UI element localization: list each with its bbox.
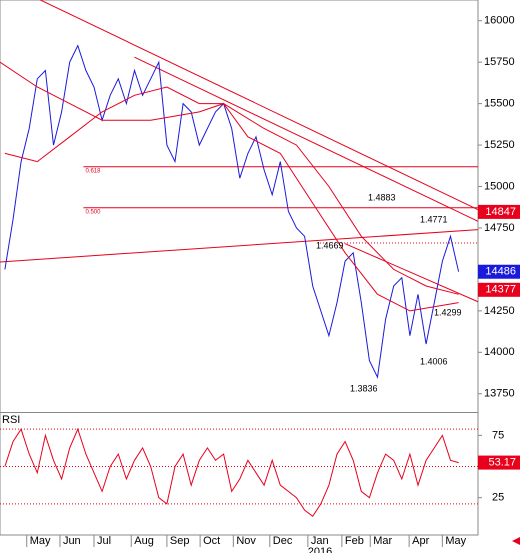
series-line: [0, 61, 459, 295]
annotation: 1.4669: [316, 240, 344, 250]
y-tick-label: 25: [492, 492, 504, 504]
y-tick-label: 16000: [484, 15, 515, 27]
x-tick-label: Oct: [203, 535, 220, 547]
trendline: [0, 229, 479, 263]
plot-frame: [0, 0, 479, 536]
x-tick-label: Aug: [134, 535, 154, 547]
price-marker: [478, 282, 520, 297]
y-tick-label: 15000: [484, 180, 515, 192]
x-tick-label: May: [445, 535, 466, 547]
x-tick-label: Apr: [412, 535, 429, 547]
x-tick-label: Dec: [273, 535, 293, 547]
price-marker-label: 14847: [485, 206, 516, 218]
trendline: [134, 56, 479, 222]
last-rsi-label: 53.17: [488, 456, 516, 468]
x-tick-label: Mar: [373, 535, 392, 547]
y-tick-label: 15750: [484, 56, 515, 68]
x-tick-label: Nov: [236, 535, 256, 547]
annotation: 1.4299: [434, 307, 462, 317]
last-price-label: 14486: [485, 266, 516, 278]
annotation: 1.4771: [420, 214, 448, 224]
x-tick-label: Jun: [63, 535, 81, 547]
x-tick-label: May: [30, 535, 51, 547]
y-tick-label: 75: [492, 429, 504, 441]
annotation: 1.4883: [368, 192, 396, 202]
annotation: 1.3836: [350, 383, 378, 393]
rsi-title: RSI: [2, 414, 20, 426]
last-price: [478, 264, 520, 279]
x-tick-label: Feb: [345, 535, 364, 547]
price-marker-label: 14377: [485, 284, 516, 296]
x-tick-label: Jan: [311, 535, 329, 547]
y-tick-label: 14250: [484, 305, 515, 317]
y-tick-label: 15500: [484, 98, 515, 110]
x-tick-label: Jul: [97, 535, 111, 547]
trendline: [39, 0, 479, 211]
last-rsi: [478, 455, 520, 470]
series-line: [4, 427, 459, 518]
level-label: 0.618: [85, 168, 101, 174]
arrow-icon: [512, 537, 520, 545]
level-label: 0.500: [85, 209, 101, 215]
y-tick-label: 14750: [484, 222, 515, 234]
x-tick-label: Sep: [170, 535, 190, 547]
y-tick-label: 14000: [484, 346, 515, 358]
annotation: 1.4006: [420, 356, 448, 366]
series-line: [4, 44, 460, 379]
y-tick-label: 15250: [484, 139, 515, 151]
price-marker: [478, 204, 520, 219]
y-tick-label: 13750: [484, 388, 515, 400]
trendline: [344, 243, 479, 303]
year-label: 2016: [308, 546, 332, 553]
